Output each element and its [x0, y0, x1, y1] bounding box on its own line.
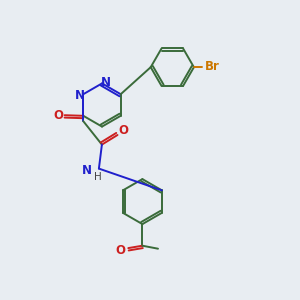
Text: N: N — [82, 164, 92, 178]
Text: N: N — [75, 89, 85, 102]
Text: O: O — [54, 109, 64, 122]
Text: O: O — [116, 244, 126, 257]
Text: N: N — [100, 76, 111, 89]
Text: H: H — [94, 172, 102, 182]
Text: O: O — [118, 124, 128, 137]
Text: Br: Br — [205, 60, 219, 73]
